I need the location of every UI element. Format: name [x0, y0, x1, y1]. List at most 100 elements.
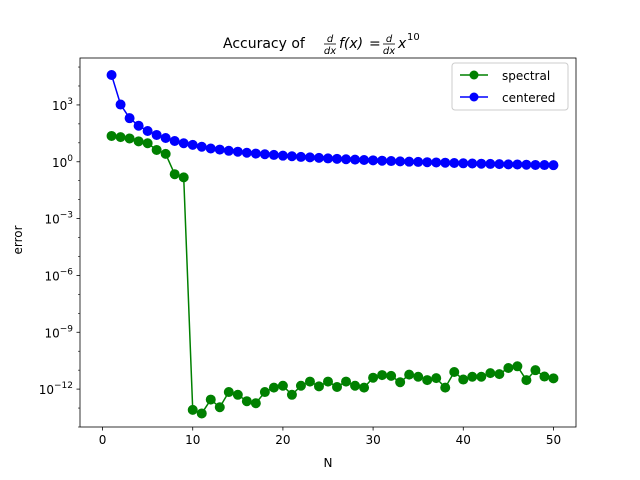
- data-point-spectral: [449, 367, 460, 377]
- data-point-centered: [142, 126, 153, 137]
- data-point-spectral: [341, 376, 352, 387]
- data-point-centered: [503, 159, 514, 170]
- data-point-centered: [539, 160, 550, 171]
- data-point-centered: [350, 154, 361, 165]
- y-tick-label: 10−3: [44, 211, 73, 227]
- data-point-spectral: [422, 375, 433, 386]
- data-point-centered: [160, 132, 171, 143]
- x-tick-label: 30: [365, 433, 380, 447]
- data-point-spectral: [512, 361, 523, 372]
- data-point-spectral: [115, 132, 126, 143]
- data-point-spectral: [232, 389, 243, 400]
- data-point-spectral: [205, 394, 216, 405]
- title-frac-den: dx: [383, 46, 395, 57]
- y-tick-label: 100: [52, 154, 73, 170]
- data-point-centered: [386, 156, 397, 167]
- data-point-centered: [277, 150, 288, 161]
- data-point-spectral: [323, 376, 333, 387]
- data-point-spectral: [187, 404, 198, 415]
- data-point-spectral: [223, 387, 234, 398]
- data-point-centered: [368, 155, 379, 166]
- data-point-centered: [476, 158, 487, 169]
- data-point-spectral: [440, 382, 451, 393]
- data-point-spectral: [133, 136, 144, 147]
- data-point-spectral: [413, 371, 424, 382]
- y-tick-label: 10−6: [44, 267, 73, 283]
- data-point-centered: [214, 144, 225, 155]
- legend-marker-spectral: [469, 70, 479, 80]
- data-point-centered: [106, 70, 117, 80]
- x-tick-label: 10: [185, 433, 200, 447]
- title-frac-num: d: [327, 34, 334, 45]
- data-point-spectral: [295, 380, 306, 391]
- data-point-centered: [169, 135, 180, 146]
- data-point-centered: [268, 149, 279, 160]
- data-point-centered: [250, 148, 261, 159]
- data-point-spectral: [160, 148, 171, 159]
- data-point-spectral: [259, 387, 270, 398]
- data-point-spectral: [359, 382, 370, 393]
- data-point-centered: [521, 159, 532, 170]
- legend: spectral centered: [451, 62, 569, 111]
- data-point-spectral: [142, 138, 153, 149]
- data-point-centered: [178, 138, 189, 149]
- data-point-centered: [259, 149, 270, 160]
- data-point-centered: [241, 147, 252, 158]
- data-point-spectral: [106, 130, 117, 141]
- data-point-spectral: [476, 371, 487, 382]
- plot-area: 0 10 20 30 40 50 103 100 10−3 10−6 10−9 10−12: [39, 57, 577, 447]
- data-point-spectral: [214, 402, 225, 413]
- data-point-centered: [494, 159, 505, 170]
- data-point-centered: [512, 159, 523, 170]
- data-point-centered: [205, 143, 216, 154]
- y-tick-label: 103: [52, 97, 73, 113]
- data-point-spectral: [431, 373, 442, 384]
- title-frac-den: dx: [324, 46, 336, 57]
- data-point-centered: [332, 153, 343, 164]
- data-point-spectral: [503, 363, 514, 374]
- data-point-centered: [115, 99, 126, 110]
- data-point-centered: [313, 152, 324, 163]
- data-point-centered: [485, 158, 496, 169]
- series-spectral: [106, 130, 559, 419]
- x-tick-label: 40: [456, 433, 471, 447]
- data-point-centered: [467, 158, 478, 169]
- data-point-spectral: [386, 370, 397, 381]
- data-point-spectral: [304, 376, 315, 387]
- data-point-spectral: [313, 381, 324, 392]
- data-point-centered: [431, 157, 442, 168]
- data-point-spectral: [377, 370, 388, 381]
- title-base: x: [397, 36, 407, 52]
- title-prefix: Accuracy of: [223, 36, 306, 52]
- data-point-centered: [286, 151, 297, 162]
- data-point-spectral: [350, 380, 361, 391]
- title-frac-num: d: [386, 34, 393, 45]
- data-point-spectral: [548, 373, 559, 384]
- data-point-centered: [458, 158, 469, 169]
- data-point-centered: [341, 154, 352, 165]
- data-point-spectral: [530, 365, 541, 376]
- data-point-centered: [232, 146, 243, 157]
- data-point-spectral: [178, 172, 189, 183]
- y-tick-label: 10−9: [44, 324, 73, 340]
- data-point-spectral: [494, 369, 505, 380]
- data-point-centered: [440, 157, 451, 168]
- data-point-centered: [304, 152, 315, 163]
- data-point-centered: [413, 156, 424, 167]
- x-tick-label: 0: [99, 433, 107, 447]
- data-point-centered: [295, 151, 306, 162]
- title-math: ddx f(x) = ddx x 10: [324, 32, 420, 57]
- data-point-centered: [223, 145, 234, 156]
- data-point-centered: [422, 157, 433, 168]
- chart-title: Accuracy of: [223, 36, 306, 52]
- data-point-spectral: [277, 380, 288, 391]
- data-point-spectral: [332, 381, 343, 392]
- data-point-spectral: [485, 368, 496, 379]
- data-point-centered: [395, 156, 406, 167]
- data-point-centered: [548, 160, 559, 171]
- data-point-spectral: [539, 371, 550, 382]
- data-point-centered: [404, 156, 415, 167]
- data-point-centered: [377, 155, 388, 166]
- data-point-spectral: [467, 371, 478, 382]
